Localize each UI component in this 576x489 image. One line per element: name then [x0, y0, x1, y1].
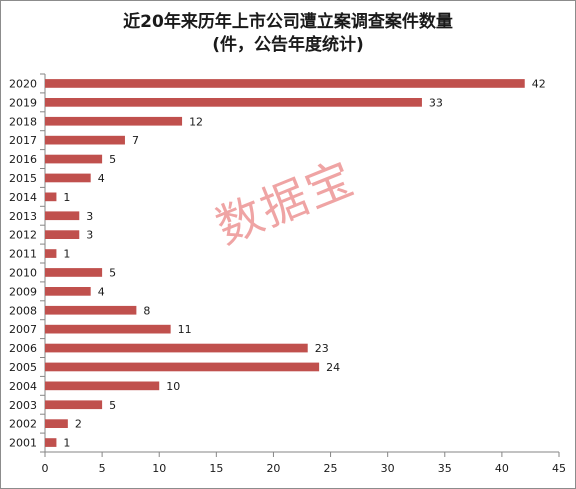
data-label: 23: [315, 342, 329, 355]
x-tick-label: 40: [495, 462, 509, 475]
category-label: 2012: [9, 229, 37, 242]
bar-2002: [45, 419, 68, 428]
data-label: 1: [63, 248, 70, 261]
category-label: 2016: [9, 153, 37, 166]
data-label: 10: [166, 380, 180, 393]
data-label: 5: [109, 153, 116, 166]
bar-2004: [45, 381, 160, 391]
category-label: 2003: [9, 399, 37, 412]
data-label: 8: [143, 304, 150, 317]
category-label: 2014: [9, 191, 37, 204]
x-tick-label: 10: [152, 462, 166, 475]
data-label: 5: [109, 399, 116, 412]
bar-2003: [45, 400, 103, 410]
chart-subtitle: (件，公告年度统计): [212, 35, 364, 55]
data-label: 3: [86, 210, 93, 223]
category-label: 2019: [9, 96, 37, 109]
bar-2016: [45, 154, 103, 164]
bar-2009: [45, 287, 91, 296]
bar-2001: [45, 438, 57, 447]
data-label: 12: [189, 115, 203, 128]
bar-2010: [45, 268, 103, 277]
category-label: 2013: [9, 210, 37, 223]
bar-2018: [45, 116, 183, 126]
x-tick-label: 5: [99, 462, 106, 475]
x-tick-label: 45: [552, 462, 566, 475]
category-label: 2002: [9, 418, 37, 431]
x-tick-label: 25: [324, 462, 338, 475]
bar-2006: [45, 343, 308, 353]
x-tick-label: 0: [42, 462, 49, 475]
data-label: 42: [532, 77, 546, 90]
category-label: 2015: [9, 172, 37, 185]
bar-2014: [45, 192, 57, 202]
x-tick-label: 15: [209, 462, 223, 475]
data-label: 24: [326, 361, 340, 374]
data-label: 2: [75, 418, 82, 431]
bar-2019: [45, 98, 422, 107]
x-tick-label: 20: [266, 462, 280, 475]
bar-2020: [45, 79, 525, 88]
category-label: 2020: [9, 77, 37, 90]
category-label: 2011: [9, 248, 37, 261]
bar-2005: [45, 362, 320, 372]
x-tick-label: 35: [438, 462, 452, 475]
bar-2013: [45, 211, 80, 221]
bar-2008: [45, 305, 137, 315]
data-label: 1: [63, 437, 70, 450]
data-label: 7: [132, 134, 139, 147]
bar-2011: [45, 249, 57, 258]
category-label: 2005: [9, 361, 37, 374]
data-label: 4: [98, 172, 105, 185]
category-label: 2008: [9, 304, 37, 317]
bar-2012: [45, 230, 80, 239]
data-label: 33: [429, 96, 443, 109]
category-label: 2017: [9, 134, 37, 147]
data-label: 1: [63, 191, 70, 204]
category-label: 2001: [9, 437, 37, 450]
data-label: 3: [86, 229, 93, 242]
category-label: 2006: [9, 342, 37, 355]
category-label: 2004: [9, 380, 37, 393]
category-label: 2018: [9, 115, 37, 128]
category-label: 2010: [9, 266, 37, 279]
bar-2017: [45, 135, 125, 145]
category-label: 2009: [9, 285, 37, 298]
category-label: 2007: [9, 323, 37, 336]
chart-title: 近20年来历年上市公司遭立案调查案件数量: [123, 12, 453, 32]
x-tick-label: 30: [381, 462, 395, 475]
bar-2007: [45, 324, 171, 334]
data-label: 11: [178, 323, 192, 336]
data-label: 5: [109, 266, 116, 279]
bar-2015: [45, 173, 91, 183]
data-label: 4: [98, 285, 105, 298]
